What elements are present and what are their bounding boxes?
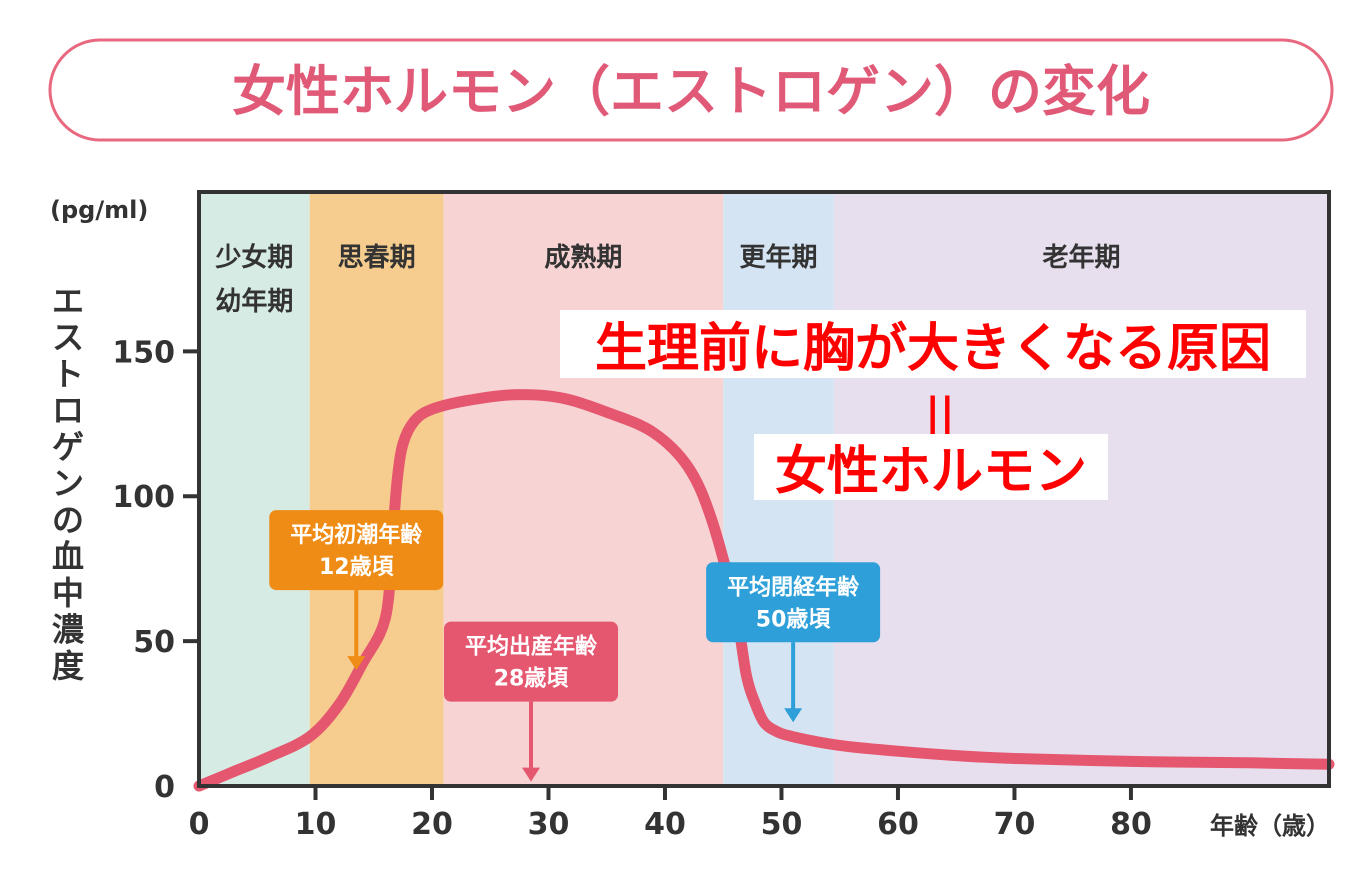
y-label-char-7: 血: [52, 538, 84, 576]
y-label-char-3: ロ: [52, 392, 84, 430]
x-tick-label-0: 0: [189, 807, 210, 842]
x-tick-label-7: 70: [994, 807, 1036, 842]
phase-band-1: [309, 192, 444, 786]
x-tick-label-8: 80: [1110, 807, 1152, 842]
callout-text-1-0: 平均出産年齢: [465, 634, 598, 660]
y-label-char-10: 度: [52, 647, 84, 685]
title-banner: 女性ホルモン（エストロゲン）の変化: [48, 38, 1334, 142]
y-unit-label: (pg/ml): [50, 196, 148, 224]
callout-arrow-head-2: [784, 708, 803, 723]
x-tick-label-4: 40: [644, 807, 686, 842]
phase-label-0-1: 幼年期: [215, 286, 293, 317]
overlay-line3: 女性ホルモン: [775, 442, 1087, 502]
overlay-line2: ||: [925, 390, 954, 437]
y-label-char-4: ゲ: [52, 428, 84, 466]
y-label-char-9: 濃: [52, 611, 85, 649]
callout-0: 平均初潮年齢 12歳頃: [269, 510, 444, 671]
callout-box-1: [444, 621, 619, 702]
callout-text-2-1: 50歳頃: [756, 607, 832, 632]
x-tick-label-5: 50: [761, 807, 803, 842]
estrogen-curve: [193, 389, 1335, 792]
overlay-line3-bg: [754, 434, 1108, 500]
phase-label-0-0: 少女期: [214, 242, 293, 273]
y-label-char-5: ン: [52, 465, 84, 503]
callout-text-1-1: 28歳頃: [494, 667, 570, 692]
phase-label-1-0: 思春期: [338, 243, 416, 273]
callout-arrow-head-0: [347, 656, 366, 671]
callout-text-2-0: 平均閉経年齢: [727, 574, 860, 600]
overlay-caption: 生理前に胸が大きくなる原因 || 女性ホルモン: [560, 310, 1306, 502]
title-border: [48, 38, 1334, 142]
y-tick-label-3: 150: [112, 335, 175, 370]
x-axis-label: 年齢（歳）: [1210, 812, 1330, 840]
y-tick-label-0: 0: [154, 770, 175, 805]
overlay-line1: 生理前に胸が大きくなる原因: [595, 319, 1271, 379]
x-axis-ticks: 0 10 20 30 40 50 60 70 80: [189, 786, 1152, 842]
callout-box-0: [269, 510, 444, 591]
y-label-char-1: ス: [52, 319, 84, 357]
y-tick-label-1: 50: [133, 625, 175, 660]
y-label-char-0: エ: [52, 282, 84, 320]
phase-label-2-0: 成熟期: [544, 242, 622, 273]
y-label-char-2: ト: [52, 355, 84, 393]
y-axis-ticks: 0 50 100 150: [112, 335, 199, 805]
callout-arrow-head-1: [522, 767, 541, 782]
overlay-line1-bg: [560, 310, 1306, 378]
callout-1: 平均出産年齢 28歳頃: [444, 621, 619, 782]
phase-label-3-0: 更年期: [740, 242, 818, 273]
y-label-char-6: の: [52, 501, 84, 539]
callout-box-2: [706, 562, 881, 643]
callout-2: 平均閉経年齢 50歳頃: [706, 562, 881, 723]
plot-frame: [197, 190, 1331, 788]
y-label-char-8: 中: [52, 574, 84, 612]
callout-text-0-1: 12歳頃: [319, 555, 395, 580]
x-tick-label-6: 60: [877, 807, 919, 842]
x-tick-label-1: 10: [295, 807, 337, 842]
x-tick-label-2: 20: [411, 807, 453, 842]
phase-band-0: [199, 192, 310, 786]
y-tick-label-2: 100: [112, 480, 175, 515]
x-tick-label-3: 30: [528, 807, 570, 842]
phase-label-4-0: 老年期: [1042, 242, 1120, 273]
callout-text-0-0: 平均初潮年齢: [290, 522, 423, 548]
chart-title: 女性ホルモン（エストロゲン）の変化: [232, 60, 1150, 123]
